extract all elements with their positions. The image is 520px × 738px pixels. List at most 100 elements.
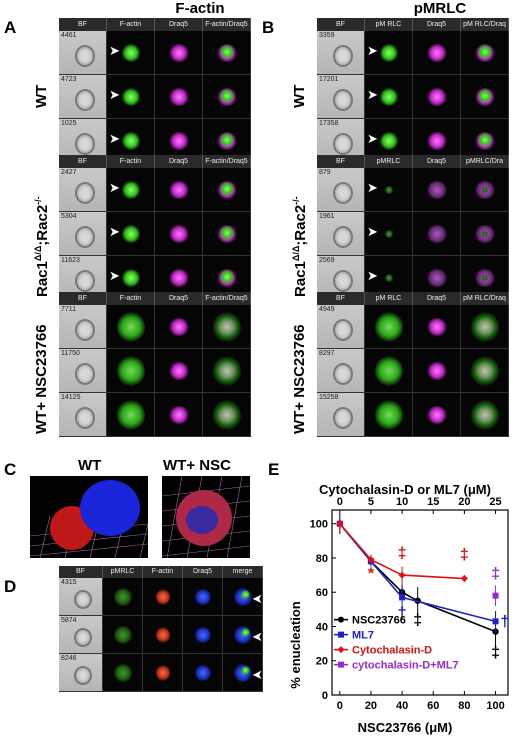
wt-3d-render xyxy=(30,480,148,558)
arrowhead-icon: ➤ xyxy=(252,591,263,606)
fluorescence-cell: ➤ xyxy=(107,75,155,119)
chart-x-axis-title: NSC23766 (μM) xyxy=(358,720,453,735)
arrowhead-icon: ➤ xyxy=(252,629,263,644)
green-signal xyxy=(478,89,492,103)
data-point xyxy=(492,592,499,599)
cell-id: 4723 xyxy=(61,76,77,83)
column-header: F-actin/Draq5 xyxy=(203,155,251,168)
fluorescence-cell: ➤ xyxy=(107,31,155,75)
significance-marker: ‡ xyxy=(491,644,500,661)
fluorescence-cell xyxy=(203,168,251,212)
magenta-signal xyxy=(427,181,447,199)
fluorescence-cell xyxy=(203,75,251,119)
legend-marker xyxy=(337,646,345,654)
column-header: F-actin xyxy=(143,566,183,578)
x-tick-label: 0 xyxy=(337,700,343,712)
image-grid-blockB-1: BF pMRLC Draq5 pMRLC/Dra 879 ➤ 1961 ➤ 2569 ➤ xyxy=(317,155,509,300)
legend-label: NSC23766 xyxy=(352,615,406,627)
magenta-signal xyxy=(169,225,189,243)
blue-signal xyxy=(195,589,211,605)
arrowhead-icon: ➤ xyxy=(109,43,120,58)
green-signal xyxy=(122,269,140,287)
row-label-text: WT xyxy=(33,84,50,108)
row-label: WT+ NSC23766 xyxy=(33,324,50,434)
cell-shape xyxy=(75,133,95,155)
cell-shape xyxy=(75,45,95,67)
cell-id: 14125 xyxy=(61,394,81,401)
column-header: BF xyxy=(59,155,107,168)
data-point xyxy=(398,571,406,579)
fluorescence-cell: ➤ xyxy=(107,212,155,256)
panel-c-wt-label: WT xyxy=(78,457,102,474)
column-header: F-actin xyxy=(107,18,155,31)
fluorescence-cell xyxy=(461,393,509,437)
column-header: BF xyxy=(59,566,103,578)
legend-label: ML7 xyxy=(352,630,374,642)
cell-shape xyxy=(333,182,353,204)
magenta-signal xyxy=(169,88,189,106)
fluorescence-cell xyxy=(155,305,203,349)
image-grid-blockA-1: BF F-actin Draq5 F-actin/Draq5 2427 ➤ 5304 ➤ 116… xyxy=(59,155,251,300)
green-signal xyxy=(220,133,234,147)
fluorescence-cell xyxy=(143,654,183,692)
green-signal xyxy=(471,400,499,430)
green-signal xyxy=(122,225,140,243)
fluorescence-cell xyxy=(461,212,509,256)
fluorescence-cell xyxy=(183,578,223,616)
fluorescence-cell xyxy=(203,305,251,349)
brightfield-cell: 3359 xyxy=(317,31,365,75)
green-signal xyxy=(482,231,488,237)
y-tick-label: 0 xyxy=(322,690,328,702)
green-signal xyxy=(380,88,398,106)
cell-shape xyxy=(333,45,353,67)
green-signal xyxy=(471,356,499,386)
column-header: pM RLC xyxy=(365,292,413,305)
green-signal xyxy=(122,44,140,62)
data-point xyxy=(399,594,406,601)
cell-id: 8246 xyxy=(61,655,77,662)
cell-id: 3359 xyxy=(319,32,335,39)
row-label-label-rest: ;Rac2 xyxy=(34,204,51,246)
magenta-signal xyxy=(169,44,189,62)
cell-shape xyxy=(74,628,92,647)
row-label-label-main: Rac1 xyxy=(34,261,51,297)
fluorescence-cell: ➤ xyxy=(365,31,413,75)
fluorescence-cell xyxy=(461,31,509,75)
brightfield-cell: 11750 xyxy=(59,349,107,393)
image-grid-blockB-0: BF pM RLC Draq5 pM RLC/Draq 3359 ➤ 17201 ➤ 17358… xyxy=(317,18,509,163)
fluorescence-cell: ➤ xyxy=(365,212,413,256)
panel-c-wtnsc-3d-image xyxy=(162,476,250,558)
cell-shape xyxy=(75,182,95,204)
arrowhead-icon: ➤ xyxy=(367,268,378,283)
cell-id: 17201 xyxy=(319,76,339,83)
cell-id: 879 xyxy=(319,169,331,176)
fluorescence-cell xyxy=(365,349,413,393)
legend-marker xyxy=(338,631,344,638)
y-tick-label: 60 xyxy=(316,587,328,599)
brightfield-cell: 4949 xyxy=(317,305,365,349)
green-signal xyxy=(220,89,234,103)
cell-shape xyxy=(75,270,95,292)
row-label: Rac1Δ/Δ;Rac2-/- xyxy=(33,196,51,297)
cell-shape xyxy=(75,407,95,429)
fluorescence-cell xyxy=(155,393,203,437)
cell-id: 4315 xyxy=(61,579,77,586)
green-signal xyxy=(122,88,140,106)
green-signal xyxy=(114,664,132,682)
blue-signal xyxy=(195,665,211,681)
cell-shape xyxy=(75,226,95,248)
arrowhead-icon: ➤ xyxy=(109,87,120,102)
green-signal xyxy=(241,628,250,637)
brightfield-cell: 2427 xyxy=(59,168,107,212)
cell-shape xyxy=(75,319,95,341)
cell-id: 5874 xyxy=(61,617,77,624)
cell-id: 2427 xyxy=(61,169,77,176)
green-signal xyxy=(380,132,398,150)
column-header: pMRLC xyxy=(365,155,413,168)
column-header: F-actin/Draq5 xyxy=(203,18,251,31)
x-tick-label: 100 xyxy=(486,700,504,712)
data-point xyxy=(492,628,499,635)
green-signal xyxy=(220,45,234,59)
data-point xyxy=(367,556,375,564)
panel-letter-c: C xyxy=(4,460,17,479)
